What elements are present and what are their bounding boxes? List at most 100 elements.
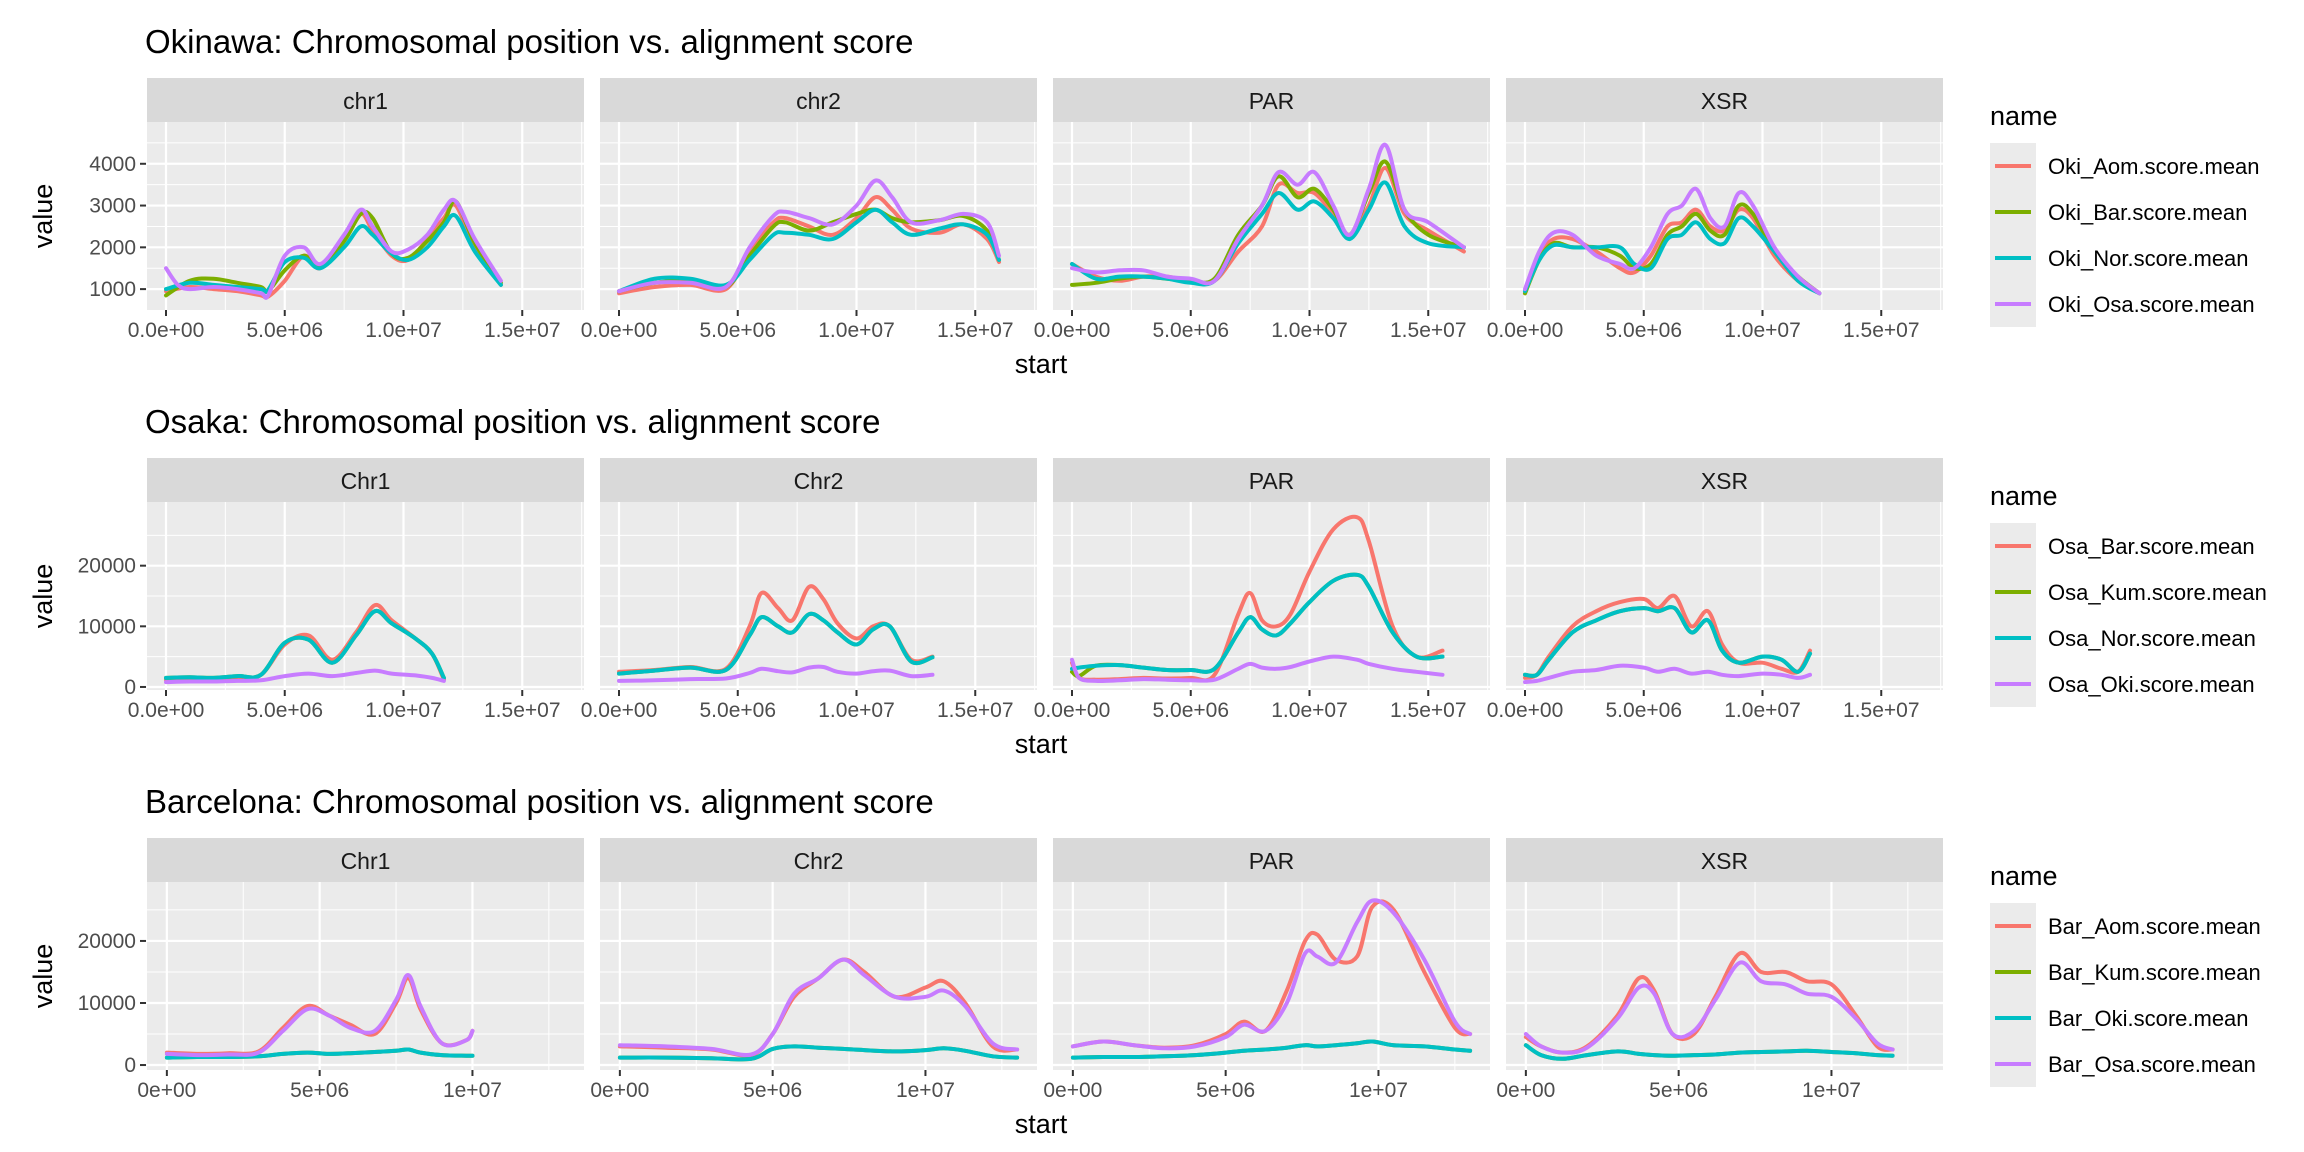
- facet-strip-label: XSR: [1701, 88, 1748, 114]
- y-tick-label: 20000: [78, 930, 136, 953]
- facet-panel-chr2: chr2 0.0e+00 5.0e+06 1.0e+07 1.5e+07: [581, 78, 1037, 342]
- y-tick-label: 10000: [78, 992, 136, 1015]
- y-tick-label: 2000: [89, 236, 136, 259]
- series-line-osa-oki-score-mean: [1523, 663, 1812, 685]
- x-tick-label: 0.0e+00: [1034, 699, 1111, 722]
- y-tick-label: 20000: [78, 555, 136, 578]
- series-line-osa-bar-score-mean: [1523, 593, 1812, 680]
- facet-panel-chr2: Chr2 0.0e+00 5.0e+06 1.0e+07 1.5e+07: [581, 458, 1037, 722]
- facet-panel-chr2: Chr2 0e+00 5e+06 1e+07: [590, 838, 1037, 1102]
- facet-strip: [600, 78, 1037, 122]
- series-line-bar-osa-score-mean: [164, 973, 475, 1058]
- x-tick-label: 0.0e+00: [128, 319, 205, 342]
- x-tick-label: 1.0e+07: [365, 699, 442, 722]
- x-tick-label: 0.0e+00: [1034, 319, 1111, 342]
- x-tick-label: 5e+06: [290, 1079, 349, 1102]
- y-tick-label: 0: [124, 1054, 136, 1077]
- x-tick-label: 5.0e+06: [247, 319, 324, 342]
- x-tick-label: 1.5e+07: [1390, 319, 1467, 342]
- facet-strip: [1053, 838, 1490, 882]
- facet-panel-xsr: XSR 0e+00 5e+06 1e+07: [1496, 838, 1943, 1102]
- series-line-oki-aom-score-mean: [1523, 207, 1822, 296]
- x-tick-label: 1.5e+07: [484, 319, 561, 342]
- facet-strip-label: Chr1: [341, 468, 391, 494]
- chart-title: Okinawa: Chromosomal position vs. alignm…: [145, 23, 914, 60]
- chart-row-2: Barcelona: Chromosomal position vs. alig…: [28, 783, 2261, 1139]
- series-line-oki-bar-score-mean: [164, 199, 503, 298]
- facet-strip-label: Chr2: [794, 848, 844, 874]
- x-tick-label: 0e+00: [1043, 1079, 1102, 1102]
- series-line-oki-nor-score-mean: [164, 213, 503, 294]
- series-line-osa-nor-score-mean: [617, 611, 935, 676]
- series-line-osa-nor-score-mean: [164, 608, 446, 680]
- x-tick-label: 5.0e+06: [700, 319, 777, 342]
- x-axis-title: start: [1015, 1109, 1068, 1139]
- facet-panel-chr1: Chr1 0.0e+00 5.0e+06 1.0e+07 1.5e+07: [128, 458, 584, 722]
- series-line-bar-oki-score-mean: [1523, 1043, 1895, 1061]
- facet-strip: [1506, 838, 1943, 882]
- x-tick-label: 1.5e+07: [1843, 319, 1920, 342]
- legend-label: Osa_Nor.score.mean: [2048, 626, 2256, 651]
- legend-title: name: [1990, 861, 2058, 891]
- series-line-osa-oki-score-mean: [1070, 654, 1445, 684]
- x-tick-label: 1.0e+07: [818, 699, 895, 722]
- x-tick-label: 5e+06: [1196, 1079, 1255, 1102]
- x-axis-title: start: [1015, 349, 1068, 379]
- x-tick-label: 1.5e+07: [937, 699, 1014, 722]
- series-line-osa-oki-score-mean: [164, 668, 446, 685]
- facet-panel-xsr: XSR 0.0e+00 5.0e+06 1.0e+07 1.5e+07: [1487, 78, 1943, 342]
- panel-background: [1053, 882, 1490, 1070]
- legend-label: Bar_Oki.score.mean: [2048, 1006, 2249, 1031]
- x-tick-label: 1e+07: [1349, 1079, 1408, 1102]
- facet-strip: [600, 458, 1037, 502]
- legend-label: Bar_Osa.score.mean: [2048, 1052, 2256, 1077]
- x-tick-label: 0e+00: [1496, 1079, 1555, 1102]
- series-line-oki-osa-score-mean: [164, 197, 503, 300]
- facet-strip-label: Chr2: [794, 468, 844, 494]
- facet-strip: [1506, 458, 1943, 502]
- chart-row-1: Osaka: Chromosomal position vs. alignmen…: [28, 403, 2267, 759]
- legend-label: Oki_Osa.score.mean: [2048, 292, 2255, 317]
- x-tick-label: 1.5e+07: [937, 319, 1014, 342]
- x-tick-label: 1.0e+07: [1724, 699, 1801, 722]
- x-tick-label: 0e+00: [590, 1079, 649, 1102]
- legend: name Bar_Aom.score.mean Bar_Kum.score.mean…: [1990, 861, 2261, 1087]
- facet-panel-par: PAR 0.0e+00 5.0e+06 1.0e+07 1.5e+07: [1034, 78, 1490, 342]
- legend-title: name: [1990, 481, 2058, 511]
- facet-panel-par: PAR 0.0e+00 5.0e+06 1.0e+07 1.5e+07: [1034, 458, 1490, 722]
- x-tick-label: 1.0e+07: [1271, 319, 1348, 342]
- x-tick-label: 5e+06: [1649, 1079, 1708, 1102]
- facet-strip: [1053, 458, 1490, 502]
- x-tick-label: 1.0e+07: [365, 319, 442, 342]
- legend-label: Osa_Bar.score.mean: [2048, 534, 2255, 559]
- facet-panel-chr1: Chr1 0e+00 5e+06 1e+07: [137, 838, 584, 1102]
- x-tick-label: 5.0e+06: [1606, 699, 1683, 722]
- legend-label: Osa_Oki.score.mean: [2048, 672, 2255, 697]
- y-axis-title: value: [28, 944, 58, 1009]
- facet-strip: [147, 458, 584, 502]
- y-tick-label: 3000: [89, 195, 136, 218]
- y-axis-title: value: [28, 564, 58, 629]
- facet-strip-label: XSR: [1701, 848, 1748, 874]
- legend: name Osa_Bar.score.mean Osa_Kum.score.mean…: [1990, 481, 2267, 707]
- facet-strip-label: PAR: [1249, 468, 1295, 494]
- facet-panel-xsr: XSR 0.0e+00 5.0e+06 1.0e+07 1.5e+07: [1487, 458, 1943, 722]
- series-line-oki-nor-score-mean: [1523, 215, 1822, 296]
- facet-strip-label: PAR: [1249, 848, 1295, 874]
- legend-title: name: [1990, 101, 2058, 131]
- x-tick-label: 5.0e+06: [247, 699, 324, 722]
- legend-label: Bar_Aom.score.mean: [2048, 914, 2261, 939]
- series-line-bar-oki-score-mean: [164, 1047, 475, 1060]
- facet-strip-label: chr1: [343, 88, 388, 114]
- x-tick-label: 1.5e+07: [484, 699, 561, 722]
- facet-strip: [147, 838, 584, 882]
- series-line-oki-osa-score-mean: [1523, 186, 1822, 296]
- x-tick-label: 0.0e+00: [1487, 319, 1564, 342]
- series-line-bar-osa-score-mean: [617, 957, 1020, 1058]
- x-tick-label: 1e+07: [443, 1079, 502, 1102]
- chart-title: Osaka: Chromosomal position vs. alignmen…: [145, 403, 880, 440]
- legend: name Oki_Aom.score.mean Oki_Bar.score.mean…: [1990, 101, 2260, 327]
- series-line-oki-nor-score-mean: [1070, 180, 1466, 287]
- facet-strip: [1506, 78, 1943, 122]
